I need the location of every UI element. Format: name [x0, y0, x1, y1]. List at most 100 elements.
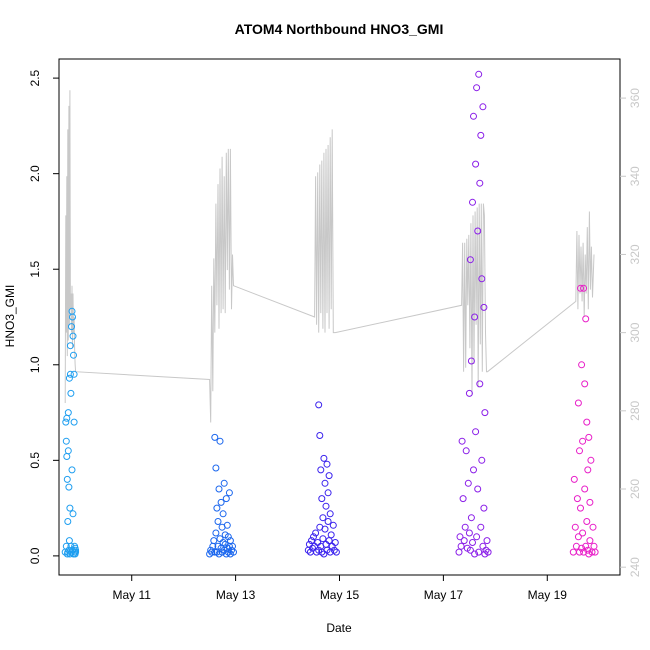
data-point-series-4: [472, 160, 480, 168]
data-point-series-1: [72, 548, 80, 556]
data-point-series-4: [475, 70, 483, 78]
data-point-series-4: [476, 179, 484, 187]
data-point-series-1: [63, 453, 71, 460]
data-point-series-3: [324, 489, 332, 497]
data-point-series-2: [230, 548, 237, 556]
data-point-series-3: [309, 544, 316, 552]
data-point-series-3: [327, 531, 335, 539]
data-point-series-5: [583, 518, 591, 525]
data-point-series-3: [332, 548, 340, 556]
data-point-series-4: [478, 456, 486, 464]
data-point-series-5: [578, 361, 586, 369]
x-tick-label: May 11: [112, 588, 151, 602]
y-tick-label: 2.5: [28, 69, 42, 86]
data-point-series-3: [312, 529, 320, 537]
data-point-series-3: [325, 537, 333, 545]
data-point-series-5: [582, 542, 590, 550]
data-point-series-4: [477, 131, 485, 139]
data-point-series-5: [582, 315, 590, 323]
x-tick-label: May 15: [320, 588, 360, 602]
data-point-series-1: [65, 483, 73, 491]
data-point-series-3: [325, 472, 333, 480]
data-point-series-2: [216, 535, 224, 543]
y-tick-label: 2.0: [28, 165, 42, 182]
data-point-series-4: [456, 533, 464, 541]
y-tick-label: 1.5: [28, 261, 42, 278]
data-point-series-1: [69, 332, 77, 340]
data-point-series-2: [228, 546, 235, 554]
data-point-series-2: [211, 433, 219, 441]
data-point-series-4: [460, 537, 468, 545]
data-point-series-5: [571, 523, 579, 531]
data-point-series-4: [465, 389, 473, 397]
data-point-series-1: [65, 537, 73, 545]
data-point-series-5: [584, 466, 592, 474]
data-point-series-5: [579, 529, 587, 537]
data-point-series-4: [484, 548, 492, 556]
data-point-series-5: [585, 433, 593, 441]
data-point-series-5: [581, 380, 589, 388]
data-point-series-1: [68, 323, 75, 331]
data-point-series-4: [457, 542, 465, 550]
data-point-series-4: [464, 479, 472, 487]
data-point-series-3: [321, 479, 329, 487]
data-point-series-4: [477, 523, 485, 531]
data-point-series-1: [63, 414, 71, 422]
data-point-series-4: [479, 542, 487, 550]
data-point-series-3: [322, 502, 330, 510]
x-tick-label: May 17: [424, 588, 464, 602]
data-point-series-1: [64, 409, 72, 417]
data-point-series-2: [215, 485, 223, 493]
data-point-series-5: [574, 399, 582, 407]
data-point-series-1: [62, 437, 70, 445]
data-point-series-5: [589, 523, 597, 531]
data-point-series-3: [321, 525, 329, 533]
y2-tick-label: 240: [628, 557, 642, 577]
data-point-series-4: [472, 428, 480, 436]
data-point-series-2: [223, 521, 231, 529]
data-point-series-5: [569, 548, 577, 556]
data-point-series-4: [459, 495, 467, 503]
data-point-series-3: [308, 537, 315, 545]
y-tick-label: 1.0: [28, 356, 42, 373]
data-point-series-2: [212, 464, 220, 472]
data-point-series-3: [323, 460, 331, 468]
data-point-series-4: [465, 529, 473, 537]
data-point-series-4: [481, 409, 489, 417]
data-point-series-5: [570, 475, 578, 483]
data-point-series-4: [482, 546, 490, 554]
y2-tick-label: 260: [628, 479, 642, 499]
data-point-series-4: [480, 504, 488, 512]
data-point-series-3: [324, 518, 332, 525]
data-point-series-2: [219, 539, 227, 546]
data-point-series-4: [470, 466, 477, 474]
data-point-series-4: [473, 533, 481, 541]
data-point-series-1: [64, 518, 72, 525]
x-axis-label: Date: [326, 621, 352, 635]
data-point-series-5: [576, 548, 583, 556]
data-point-series-4: [474, 227, 482, 235]
data-point-series-4: [467, 514, 475, 522]
data-point-series-2: [221, 540, 229, 548]
data-point-series-4: [471, 550, 479, 558]
data-point-series-2: [225, 489, 233, 497]
data-point-series-4: [458, 437, 466, 445]
data-point-series-5: [583, 418, 591, 426]
y2-tick-label: 280: [628, 400, 642, 420]
data-point-series-1: [69, 313, 76, 321]
data-point-series-3: [331, 539, 339, 546]
data-point-series-3: [329, 521, 337, 529]
data-point-series-5: [580, 284, 588, 292]
chart-title: ATOM4 Northbound HNO3_GMI: [235, 21, 444, 37]
data-point-series-5: [587, 456, 595, 464]
y-tick-label: 0.5: [28, 452, 42, 469]
data-point-series-3: [316, 432, 324, 439]
data-point-series-3: [330, 546, 338, 554]
data-point-series-5: [577, 284, 584, 292]
data-point-series-5: [574, 533, 582, 541]
data-point-series-1: [68, 466, 76, 474]
data-point-series-4: [483, 537, 491, 545]
data-point-series-4: [478, 275, 486, 283]
data-point-series-4: [466, 546, 474, 554]
data-point-series-2: [214, 518, 222, 525]
